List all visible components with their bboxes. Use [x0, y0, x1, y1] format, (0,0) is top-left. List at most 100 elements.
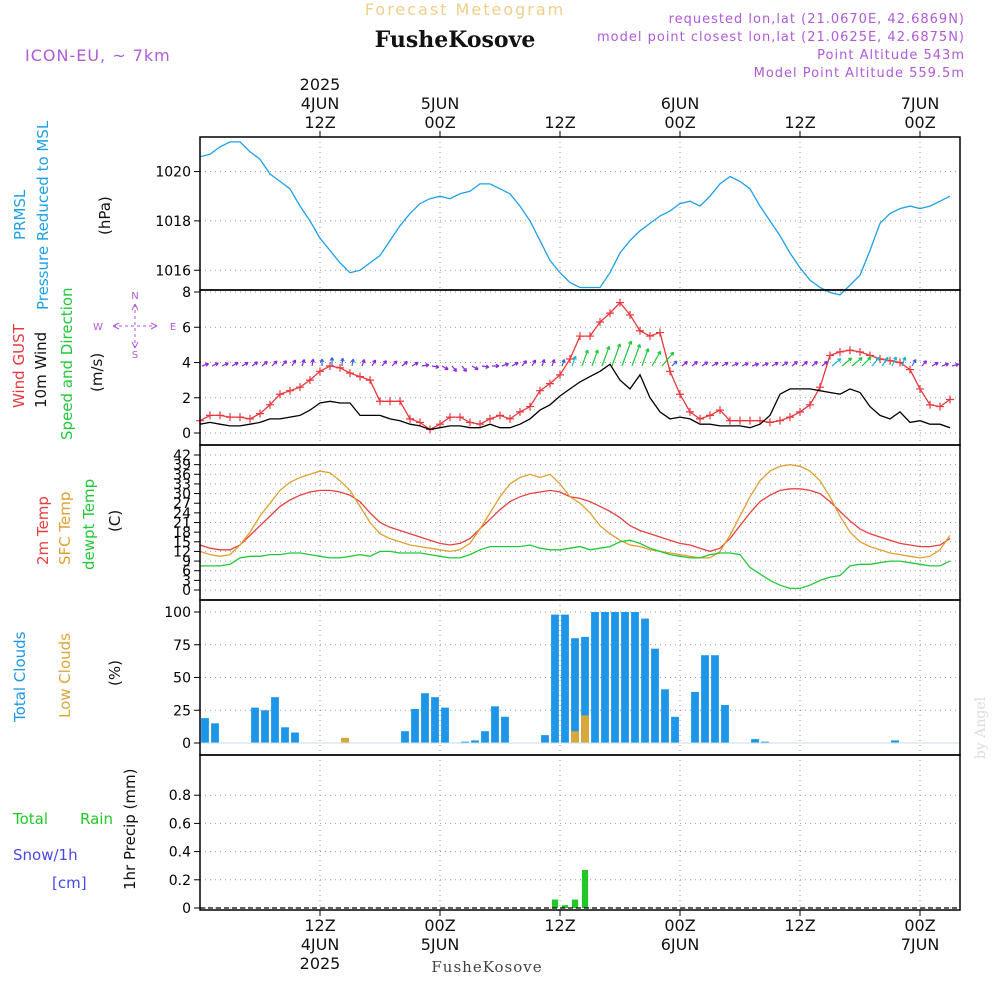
wind-direction-arrow [421, 363, 430, 368]
wind-direction-arrow [319, 358, 325, 366]
temp-sfc-label: SFC Temp [56, 492, 74, 565]
time-label: 12Z [784, 113, 815, 132]
wind-direction-arrow [721, 361, 729, 367]
gust-marker [516, 407, 524, 416]
gust-marker [336, 363, 344, 372]
gust-marker [356, 372, 364, 381]
wind-direction-arrow [221, 362, 229, 367]
temperature-ytick-label: 42 [173, 448, 191, 464]
wind-direction-arrow [291, 359, 297, 367]
gust-marker [276, 390, 284, 399]
gust-marker [856, 347, 864, 356]
temperature-ytick-label: 6 [182, 564, 191, 580]
model-point: model point closest lon,lat (21.0625E, 4… [597, 30, 965, 45]
clouds-bar-total-clouds [421, 693, 429, 743]
precip-labels: Total Rain Snow/1h [cm] 1hr Precip (mm) [12, 769, 139, 892]
wind-direction-arrow [541, 358, 546, 367]
clouds-bar-low-clouds [341, 737, 349, 743]
wind-gust-label: Wind GUST [10, 323, 28, 408]
wind-direction-arrow [401, 360, 408, 367]
precip-ytick-label: 0.8 [169, 788, 191, 804]
gust-marker [556, 370, 564, 379]
product-title: Forecast Meteogram [365, 0, 565, 19]
wind-direction-arrow [461, 365, 468, 372]
wind-direction-arrow [471, 365, 479, 371]
gust-marker [536, 386, 544, 395]
gust-marker [496, 411, 504, 420]
wind-panel: 0 2 4 6 8 [182, 285, 961, 446]
time-label: 6JUN [661, 94, 700, 113]
model-point-altitude: Model Point Altitude 559.5m [754, 66, 965, 81]
wind-direction-arrow [741, 362, 749, 367]
temperature-ytick-label: 12 [173, 544, 191, 560]
clouds-bar-total-clouds [891, 740, 899, 743]
precip-bar-rain [571, 899, 579, 908]
precip-bar-rain [561, 905, 569, 908]
gust-marker [656, 328, 664, 337]
wind-direction-arrow [371, 359, 377, 367]
wind-direction-arrow [551, 358, 556, 367]
model-name: ICON-EU, ~ 7km [25, 46, 171, 65]
wind-direction-arrow [571, 355, 577, 367]
gust-marker [576, 332, 584, 341]
wind-direction-arrow [861, 356, 872, 367]
wind-direction-arrow [201, 362, 210, 367]
gust-marker [736, 416, 744, 425]
clouds-bar-total-clouds [461, 741, 469, 743]
time-label: 12Z [304, 916, 335, 935]
wind-direction-arrow [441, 365, 449, 371]
gust-marker [676, 390, 684, 399]
gust-marker [916, 384, 924, 393]
clouds-bar-total-clouds [541, 735, 549, 743]
temperature-ytick-label: 21 [173, 516, 191, 532]
wind-direction-arrow [661, 351, 675, 367]
gust-marker [486, 414, 494, 423]
point-altitude: Point Altitude 543m [817, 48, 965, 63]
time-label: 7JUN [901, 94, 940, 113]
gust-marker [366, 376, 374, 385]
clouds-unit: (%) [106, 660, 124, 686]
temperature-labels: 2m Temp SFC Temp dewpt Temp (C) [34, 479, 124, 570]
pressure-unit: (hPa) [96, 196, 114, 235]
wind-direction-arrow [431, 364, 440, 369]
clouds-bar-total-clouds [211, 723, 219, 743]
gust-marker [726, 416, 734, 425]
clouds-bar-total-clouds [751, 739, 759, 743]
wind-10m-label: 10m Wind [32, 332, 50, 408]
wind-ytick-label: 8 [182, 285, 191, 301]
precip-ytick-label: 0 [182, 901, 191, 917]
watermark: by Angel [973, 696, 989, 759]
temp-2m-label: 2m Temp [34, 496, 52, 565]
temperature-ytick-label: 15 [173, 535, 191, 551]
wind-line-10m-wind [199, 363, 951, 431]
wind-labels: Wind GUST 10m Wind Speed and Direction (… [10, 287, 176, 440]
wind-direction-arrow [681, 360, 688, 367]
time-label: 00Z [424, 113, 455, 132]
wind-direction-arrow [611, 343, 622, 367]
time-label: 12Z [784, 916, 815, 935]
wind-direction-arrow [340, 357, 345, 367]
wind-direction-arrow [921, 360, 928, 367]
gust-marker [346, 369, 354, 378]
gust-marker [246, 414, 254, 423]
wind-direction-arrow [492, 363, 500, 369]
gust-marker [706, 411, 714, 420]
precip-ytick-label: 0.6 [169, 816, 191, 832]
wind-ytick-label: 2 [182, 391, 191, 407]
gust-marker [266, 400, 274, 409]
clouds-bar-total-clouds [551, 614, 559, 743]
time-label: 12Z [544, 113, 575, 132]
wind-direction-arrow [231, 361, 239, 367]
precip-snow-label: Snow/1h [13, 846, 78, 864]
gust-marker [286, 386, 294, 395]
wind-ytick-label: 0 [182, 426, 191, 442]
wind-direction-arrow [531, 359, 537, 367]
gust-marker [926, 400, 934, 409]
gust-marker [566, 354, 574, 363]
wind-direction-arrow [641, 348, 650, 367]
clouds-bar-total-clouds [401, 731, 409, 743]
wind-direction-arrow [391, 360, 398, 367]
clouds-bar-total-clouds [201, 718, 209, 743]
gust-marker [786, 413, 794, 422]
